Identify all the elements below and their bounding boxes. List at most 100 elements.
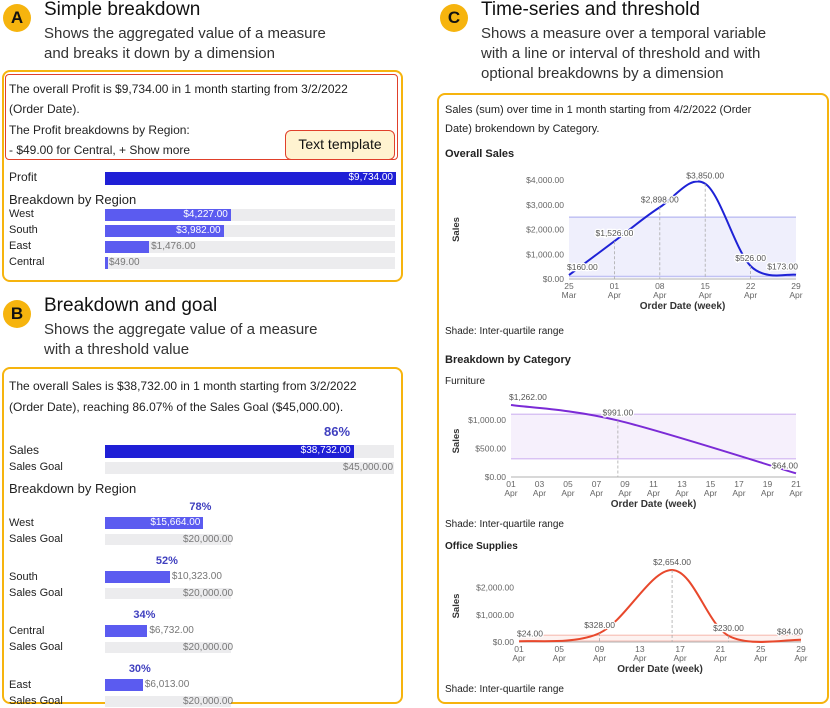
b-region-bar[interactable] bbox=[105, 571, 170, 583]
x-tick-label: Apr bbox=[704, 488, 717, 498]
b-region-goal-label: Sales Goal bbox=[9, 587, 63, 599]
y-tick-label: $500.00 bbox=[475, 443, 506, 453]
summary-text-line-4[interactable]: - $49.00 for Central, + Show more bbox=[9, 143, 191, 157]
b-region-goal-bar bbox=[105, 588, 231, 599]
b-region-bar[interactable] bbox=[105, 625, 148, 637]
b-region-percent: 78% bbox=[189, 501, 212, 513]
b-region-goal-value: $20,000.00 bbox=[183, 696, 234, 707]
section-b-badge: B bbox=[3, 300, 31, 328]
x-tick-label: 01 bbox=[514, 644, 524, 654]
c-summary-text-line-2: Date) brokendown by Category. bbox=[445, 123, 600, 135]
x-tick-label: Apr bbox=[674, 653, 687, 663]
x-tick-label: 22 bbox=[746, 281, 756, 291]
b-region-label: East bbox=[9, 679, 32, 691]
x-tick-label: Apr bbox=[714, 653, 727, 663]
x-tick-label: 21 bbox=[716, 644, 726, 654]
b-region-value: $10,323.00 bbox=[171, 571, 222, 582]
sales-bar[interactable]: $38,732.00 bbox=[105, 445, 354, 458]
y-axis-title: Sales bbox=[451, 429, 462, 454]
iqr-shade bbox=[569, 217, 796, 277]
section-c-title: Time-series and threshold bbox=[481, 0, 700, 20]
x-tick-label: 19 bbox=[763, 479, 773, 489]
b-region-value: $6,013.00 bbox=[144, 679, 190, 690]
series-line bbox=[518, 568, 802, 643]
b-region-goal-label: Sales Goal bbox=[9, 533, 63, 545]
a-region-track bbox=[105, 241, 395, 253]
section-b-panel: The overall Sales is $38,732.00 in 1 mon… bbox=[2, 367, 403, 707]
b-region-bar[interactable] bbox=[105, 679, 143, 691]
x-tick-label: 15 bbox=[706, 479, 716, 489]
section-b-title: Breakdown and goal bbox=[44, 295, 218, 316]
data-label: $2,898.00 bbox=[641, 194, 679, 204]
overall-percent: 86% bbox=[324, 424, 351, 439]
b-summary-text-line-2: (Order Date), reaching 86.07% of the Sal… bbox=[9, 400, 344, 414]
x-tick-label: Apr bbox=[761, 488, 774, 498]
shade-note-office: Shade: Inter-quartile range bbox=[445, 684, 564, 695]
data-label: $24.00 bbox=[517, 628, 543, 638]
c-summary-text-line-1: Sales (sum) over time in 1 month startin… bbox=[445, 104, 752, 116]
x-tick-label: 17 bbox=[675, 644, 685, 654]
series-line bbox=[510, 404, 797, 475]
b-region-goal-value: $20,000.00 bbox=[183, 588, 234, 599]
section-a-desc-1: Shows the aggregated value of a measure bbox=[44, 25, 326, 42]
x-tick-label: 25 bbox=[564, 281, 574, 291]
x-tick-label: Apr bbox=[533, 488, 546, 498]
x-tick-label: Apr bbox=[633, 653, 646, 663]
furniture-title: Furniture bbox=[445, 376, 486, 387]
x-tick-label: Apr bbox=[561, 488, 574, 498]
x-tick-label: 03 bbox=[535, 479, 545, 489]
x-tick-label: 01 bbox=[610, 281, 620, 291]
x-tick-label: 29 bbox=[796, 644, 806, 654]
a-region-bar[interactable] bbox=[105, 241, 150, 253]
x-tick-label: 15 bbox=[700, 281, 710, 291]
x-tick-label: Apr bbox=[794, 653, 807, 663]
x-axis-title: Order Date (week) bbox=[640, 301, 726, 312]
furniture-chart: $1,000.00$500.00$0.0001Apr03Apr05Apr07Ap… bbox=[451, 391, 803, 510]
x-tick-label: 25 bbox=[756, 644, 766, 654]
data-label: $1,262.00 bbox=[509, 392, 547, 402]
b-region-bar[interactable]: $15,664.00 bbox=[105, 517, 204, 529]
section-c-desc-2: with a line or interval of threshold and… bbox=[481, 45, 761, 62]
x-tick-label: 11 bbox=[649, 479, 658, 489]
a-region-bar[interactable]: $3,982.00 bbox=[105, 225, 224, 237]
x-tick-label: 21 bbox=[791, 479, 801, 489]
b-region-goal-value: $20,000.00 bbox=[183, 642, 234, 653]
x-tick-label: Apr bbox=[699, 290, 712, 300]
b-region-label: South bbox=[9, 571, 38, 583]
data-label: $991.00 bbox=[603, 407, 634, 417]
profit-label: Profit bbox=[9, 170, 38, 184]
section-a-badge: A bbox=[3, 4, 31, 32]
section-b-desc-1: Shows the aggregate value of a measure bbox=[44, 321, 318, 338]
x-tick-label: Apr bbox=[512, 653, 525, 663]
b-region-goal-value: $20,000.00 bbox=[183, 534, 234, 545]
y-tick-label: $0.00 bbox=[485, 472, 507, 482]
section-a-title: Simple breakdown bbox=[44, 0, 201, 20]
section-c-desc-1: Shows a measure over a temporal variable bbox=[481, 25, 767, 42]
data-label: $526.00 bbox=[735, 253, 766, 263]
x-tick-label: Apr bbox=[553, 653, 566, 663]
section-c-panel: Sales (sum) over time in 1 month startin… bbox=[437, 93, 829, 704]
data-label: $2,654.00 bbox=[653, 557, 691, 567]
x-axis-title: Order Date (week) bbox=[617, 664, 703, 675]
x-tick-label: Apr bbox=[593, 653, 606, 663]
a-region-track bbox=[105, 257, 395, 269]
section-a-desc-2: and breaks it down by a dimension bbox=[44, 45, 275, 62]
overall-sales-chart: $4,000.00 $3,000.00 $2,000.00 $1,000.00 $0.0… bbox=[451, 169, 803, 312]
c-breakdown-title: Breakdown by Category bbox=[445, 354, 571, 366]
x-tick-label: Apr bbox=[504, 488, 517, 498]
series-line bbox=[568, 180, 797, 277]
a-region-bar[interactable] bbox=[105, 257, 108, 269]
x-axis-title: Order Date (week) bbox=[611, 499, 697, 510]
a-region-bar[interactable]: $4,227.00 bbox=[105, 209, 231, 221]
b-region-percent: 30% bbox=[128, 663, 151, 675]
b-region-label: Central bbox=[9, 625, 45, 637]
section-c-badge: C bbox=[440, 4, 468, 32]
sales-goal-value: $45,000.00 bbox=[343, 462, 394, 473]
b-region-percent: 34% bbox=[133, 609, 156, 621]
y-tick-label: $1,000.00 bbox=[468, 415, 506, 425]
x-tick-label: 01 bbox=[506, 479, 516, 489]
y-axis-title: Sales bbox=[451, 217, 462, 242]
text-template-box bbox=[5, 74, 398, 160]
profit-bar[interactable]: $9,734.00 bbox=[105, 172, 396, 185]
data-label: $64.00 bbox=[772, 460, 798, 470]
